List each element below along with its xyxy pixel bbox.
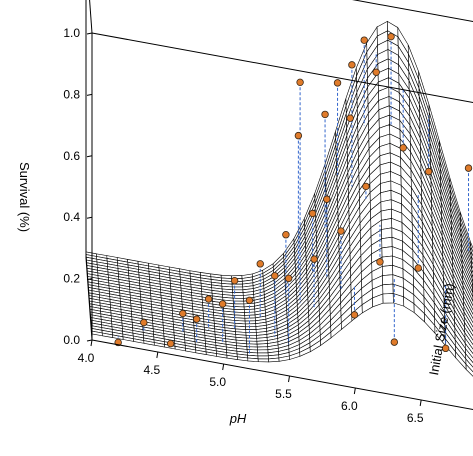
data-point [218, 300, 227, 308]
surface-facet [245, 326, 257, 330]
data-points [114, 32, 473, 354]
data-point [308, 209, 317, 218]
surface-facet [381, 255, 393, 267]
data-point [282, 230, 290, 239]
data-point [284, 274, 293, 283]
surface-facet [470, 242, 473, 253]
z-tick [86, 339, 93, 342]
z-tick-label: 1.0 [63, 26, 80, 40]
surface-facet [257, 349, 269, 354]
data-point [230, 276, 239, 285]
surface-facet [382, 274, 394, 286]
data-point [350, 311, 359, 319]
data-point [271, 272, 279, 280]
box-edge-front [91, 32, 473, 103]
data-point [245, 296, 254, 305]
z-tick [86, 216, 93, 219]
surface-facet [231, 283, 244, 288]
surface-facet [470, 246, 473, 257]
data-point [348, 61, 356, 69]
data-point [310, 255, 318, 263]
data-point [387, 32, 395, 41]
data-point [333, 79, 342, 87]
surface-facet [381, 264, 394, 276]
surface-facet [381, 246, 393, 258]
x-tick [288, 375, 290, 383]
data-point [376, 258, 384, 266]
z-tick-label: 0.0 [63, 333, 80, 347]
box-edge-back [89, 0, 93, 34]
x-tick-label: 5.0 [209, 375, 226, 389]
x-tick [156, 351, 159, 359]
z-tick-label: 0.2 [63, 272, 80, 286]
x-tick-label: 4.5 [143, 363, 160, 377]
x-tick [90, 339, 93, 347]
surface-facet [245, 332, 257, 336]
data-point [441, 344, 450, 353]
z-tick-label: 0.8 [63, 87, 80, 101]
x-tick-label: 6.5 [407, 411, 424, 425]
data-point [256, 260, 264, 268]
x-tick [419, 399, 422, 407]
data-point [166, 339, 175, 348]
z-tick-label: 0.6 [63, 149, 80, 163]
axes-ticks: 0.00.20.40.60.81.04.04.55.05.56.06.57.02… [63, 26, 473, 437]
surface-facet [232, 289, 244, 294]
surface-facet [245, 329, 257, 333]
surface-facet [231, 286, 244, 291]
data-point [362, 182, 370, 191]
data-point [296, 78, 304, 87]
box-back-edges [85, 0, 473, 258]
x-tick-label: 5.5 [275, 387, 292, 401]
surface-facet [247, 357, 259, 363]
surface-facet [257, 352, 269, 357]
data-point [204, 295, 213, 303]
data-point [192, 315, 201, 323]
data-point [414, 264, 422, 272]
x-tick [222, 363, 225, 371]
z-tick [86, 278, 93, 281]
z-tick [86, 155, 93, 158]
data-point [179, 309, 187, 318]
surface-facet [257, 355, 269, 360]
x-tick-label: 4.0 [78, 351, 95, 365]
data-point [321, 110, 329, 119]
surface-facet [465, 363, 473, 377]
data-point [294, 131, 303, 140]
x-tick-label: 6.0 [341, 399, 358, 413]
data-point [323, 195, 331, 203]
x-tick [353, 387, 356, 395]
data-point [424, 167, 433, 176]
surface-facet [381, 227, 393, 240]
z-tick [86, 32, 93, 35]
data-point [464, 164, 473, 172]
x-axis-label: pH [229, 411, 247, 426]
z-axis-label: Survival (%) [17, 162, 32, 232]
surface-mesh [85, 20, 473, 377]
data-point [372, 68, 380, 76]
box-edge-back [352, 0, 473, 23]
data-point [346, 114, 354, 122]
data-point [390, 338, 399, 346]
surface-facet [381, 236, 393, 249]
z-tick [86, 93, 93, 96]
data-point [399, 144, 407, 152]
surface-facet [382, 293, 394, 304]
box-edge-front [85, 257, 93, 341]
surface-facet [268, 357, 280, 363]
z-tick-label: 0.4 [63, 210, 80, 224]
surface-facet [257, 358, 270, 363]
surface-facet [382, 283, 394, 295]
data-point [337, 227, 345, 235]
data-point [140, 318, 148, 327]
data-point [360, 36, 368, 44]
